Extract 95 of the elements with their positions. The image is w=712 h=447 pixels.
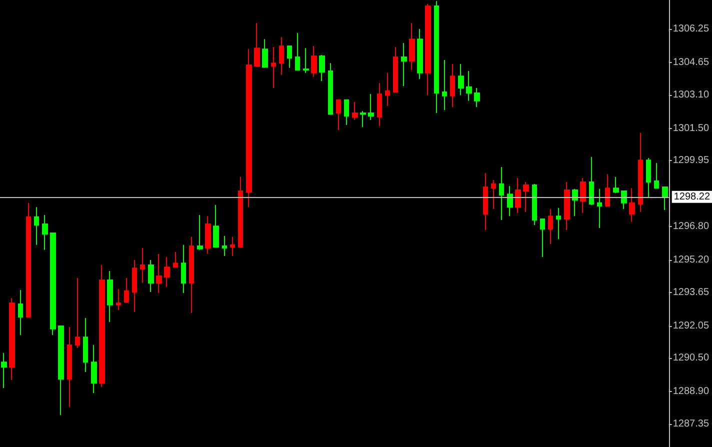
- candlestick: [140, 248, 145, 284]
- candlestick: [50, 232, 56, 336]
- candlestick: [344, 99, 349, 126]
- y-tick-label: 1296.80: [672, 221, 710, 232]
- candlestick: [417, 28, 423, 80]
- candlestick: [605, 174, 610, 207]
- candlestick: [1, 352, 7, 389]
- candlestick: [654, 162, 659, 189]
- candlestick: [613, 176, 619, 194]
- candlestick: [442, 59, 447, 111]
- candlestick: [621, 190, 627, 210]
- candlestick: [572, 188, 578, 217]
- candlestick: [213, 204, 219, 248]
- candlestick: [99, 264, 105, 388]
- candlestick: [230, 236, 235, 256]
- candlestick: [589, 156, 594, 206]
- candlestick: [189, 236, 194, 314]
- candlestick: [26, 202, 31, 318]
- candlestick: [597, 188, 602, 228]
- y-tick-label: 1293.65: [672, 286, 710, 298]
- candlestick: [499, 166, 504, 221]
- candlestick: [385, 72, 390, 107]
- candlestick: [246, 48, 252, 208]
- candlestick: [262, 38, 268, 68]
- candlestick: [42, 214, 48, 250]
- candlestick: [401, 42, 407, 87]
- candlestick: [303, 48, 309, 74]
- candlestick: [523, 182, 529, 212]
- y-tick-label: 1292.05: [672, 320, 710, 332]
- y-tick-label: 1303.10: [672, 89, 710, 100]
- candlestick: [91, 344, 97, 394]
- candlestick: [222, 235, 227, 256]
- y-tick-label: 1304.65: [672, 56, 710, 68]
- candlestick: [58, 326, 64, 416]
- y-tick-label: 1290.50: [672, 352, 710, 364]
- candlestick: [434, 0, 439, 114]
- candlestick: [181, 244, 186, 294]
- y-tick-label: 1295.20: [672, 254, 710, 266]
- candlestick: [368, 94, 374, 120]
- candlestick: [515, 178, 521, 214]
- candlestick: [311, 45, 317, 78]
- y-tick-label: 1306.25: [672, 24, 710, 35]
- ref-line-label: 1298.22: [674, 191, 710, 202]
- candlestick: [450, 63, 455, 108]
- candlestick: [287, 45, 292, 68]
- candlestick: [319, 54, 325, 82]
- y-tick-label: 1288.90: [672, 386, 710, 398]
- candlestick: [393, 46, 398, 92]
- candlestick: [328, 62, 333, 115]
- candlestick: [662, 186, 668, 211]
- candlestick: [238, 176, 243, 248]
- candlestick: [646, 157, 651, 198]
- y-tick-label: 1287.35: [672, 418, 710, 430]
- candlestick: [377, 82, 382, 127]
- y-tick-label: 1301.50: [672, 122, 710, 134]
- candlestick: [491, 179, 496, 210]
- candlestick: [67, 326, 72, 408]
- candlestick: [173, 252, 178, 268]
- candlestick: [75, 277, 80, 348]
- candlestick: [532, 183, 537, 226]
- candlestick: [9, 298, 15, 380]
- candlestick: [18, 290, 23, 336]
- candlestick: [556, 207, 561, 240]
- candlestick: [116, 288, 121, 310]
- candlestick: [466, 70, 472, 102]
- candlestick: [548, 208, 553, 245]
- candlestick: [336, 99, 341, 130]
- candlestick: [425, 3, 431, 96]
- candlestick: [271, 46, 276, 88]
- candlestick: [638, 132, 643, 212]
- candlestick: [360, 110, 366, 128]
- candlestick: [629, 188, 635, 222]
- candlestick: [295, 32, 300, 71]
- candlestick: [205, 216, 211, 254]
- candlestick: [83, 318, 88, 372]
- candlestick: [279, 36, 284, 76]
- candlestick: [254, 22, 260, 67]
- candlestick: [458, 63, 464, 96]
- candlestick: [197, 214, 203, 250]
- candlestick: [352, 101, 358, 120]
- candlestick: [409, 22, 415, 71]
- candlestick: [474, 87, 480, 108]
- candlestick: [540, 218, 545, 258]
- candlestick: [507, 185, 513, 217]
- candlestick: [164, 256, 170, 288]
- candlestick: [34, 206, 39, 246]
- candlestick: [580, 178, 586, 214]
- candlestick: [107, 270, 113, 323]
- candlestick: [564, 182, 570, 231]
- candlestick: [483, 172, 488, 231]
- candlestick: [132, 259, 137, 312]
- candlestick: [156, 253, 162, 294]
- candlestick: [148, 259, 154, 292]
- candlestick: [124, 277, 129, 302]
- y-tick-label: 1299.95: [672, 155, 710, 166]
